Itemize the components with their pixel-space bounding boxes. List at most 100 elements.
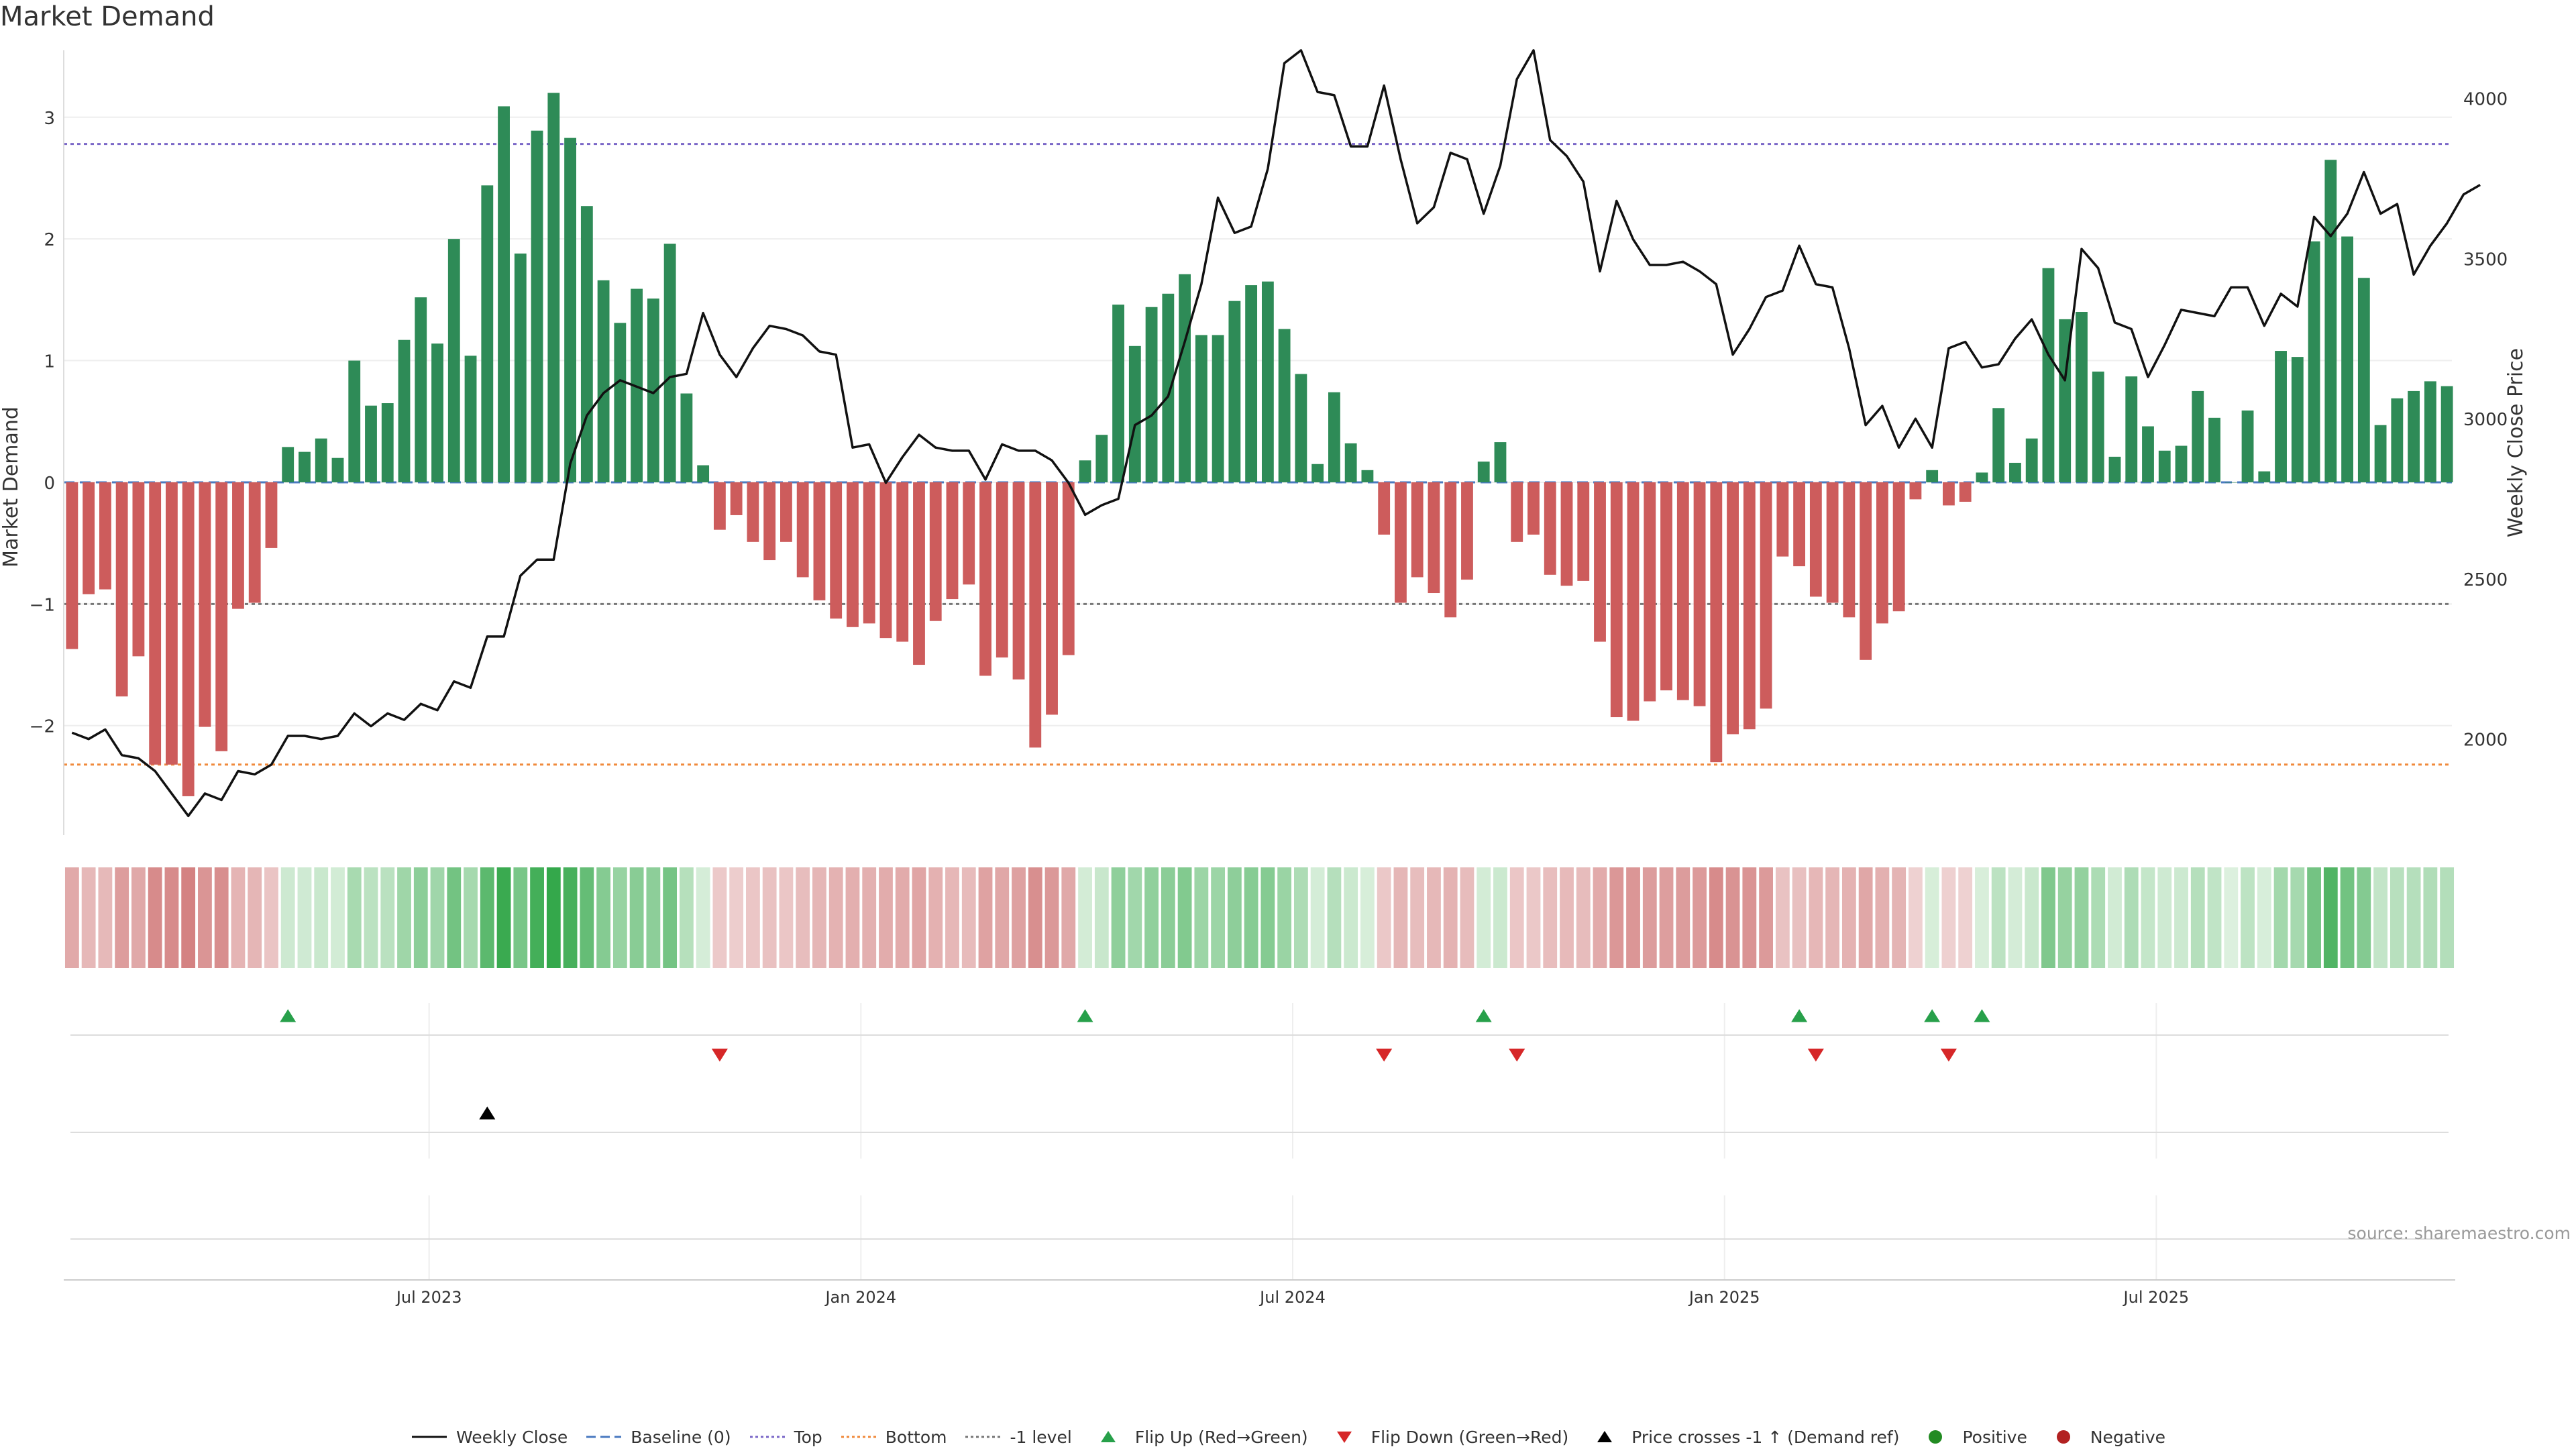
negative-bar	[1062, 482, 1075, 655]
heat-cell	[1659, 867, 1674, 968]
negative-bar	[1544, 482, 1556, 575]
negative-bar	[1012, 482, 1025, 680]
heat-cell	[1227, 867, 1242, 968]
x-tick-label: Jul 2025	[2123, 1288, 2190, 1307]
heat-cell	[1427, 867, 1441, 968]
positive-bar	[2108, 456, 2121, 482]
positive-bar	[1992, 408, 2005, 482]
negative-bar	[730, 482, 743, 515]
legend-label: Baseline (0)	[631, 1427, 731, 1447]
heat-cell	[2406, 867, 2421, 968]
negative-bar	[182, 482, 195, 796]
negative-bar	[1727, 482, 1739, 735]
negative-bar	[1029, 482, 1042, 748]
heat-cell	[198, 867, 212, 968]
legend-label: Weekly Close	[455, 1427, 568, 1447]
heat-cell	[2041, 867, 2055, 968]
y2-axis-label: Weekly Close Price	[2504, 348, 2528, 537]
positive-bar	[315, 438, 327, 482]
negative-bar	[796, 482, 809, 578]
negative-bar	[66, 482, 78, 649]
heat-cell	[2373, 867, 2387, 968]
heat-cell	[364, 867, 378, 968]
heat-cell	[1393, 867, 1408, 968]
positive-bar	[663, 244, 676, 482]
heat-cell	[1161, 867, 1175, 968]
positive-bar	[331, 458, 344, 482]
heat-cell	[480, 867, 494, 968]
positive-bar	[1295, 374, 1307, 482]
heat-cell	[297, 867, 312, 968]
heat-cell	[1941, 867, 1956, 968]
heat-cell	[181, 867, 196, 968]
heat-cell	[2357, 867, 2371, 968]
heat-cell	[1742, 867, 1757, 968]
heat-cell	[64, 867, 79, 968]
heat-cell	[961, 867, 976, 968]
heat-cell	[1609, 867, 1624, 968]
heat-cell	[1310, 867, 1325, 968]
heat-cell	[148, 867, 162, 968]
y2-tick-label: 2500	[2463, 570, 2508, 590]
positive-bar	[1361, 470, 1374, 482]
heat-cell	[1327, 867, 1342, 968]
heat-cell	[712, 867, 727, 968]
heat-cell	[1460, 867, 1474, 968]
negative-bar	[1511, 482, 1523, 542]
negative-bar	[1610, 482, 1623, 718]
flip-up-marker	[280, 1009, 297, 1022]
heat-cell	[1925, 867, 1939, 968]
negative-bar	[763, 482, 776, 561]
negative-bar	[863, 482, 875, 624]
legend-label: Top	[794, 1427, 822, 1447]
heat-cell	[2124, 867, 2139, 968]
flip-up-marker	[1974, 1009, 1990, 1022]
y-tick-label: 1	[44, 352, 55, 372]
positive-bar	[2324, 160, 2337, 482]
legend-label: Flip Up (Red→Green)	[1134, 1427, 1308, 1447]
positive-bar	[2341, 236, 2353, 482]
positive-bar	[431, 343, 443, 482]
legend-label: Price crosses -1 ↑ (Demand ref)	[1631, 1427, 1900, 1447]
heat-cell	[464, 867, 478, 968]
positive-bar	[647, 299, 659, 482]
positive-bar	[1162, 293, 1175, 482]
heat-cell	[580, 867, 594, 968]
heat-cell	[1377, 867, 1391, 968]
heat-cell	[1128, 867, 1142, 968]
negative-bar	[813, 482, 826, 600]
heat-cell	[1028, 867, 1042, 968]
negative-bar	[1676, 482, 1689, 700]
demand-heat-strip	[64, 867, 2455, 968]
heat-cell	[214, 867, 229, 968]
heat-cell	[1194, 867, 1209, 968]
negative-bar	[1046, 482, 1058, 715]
legend-item: Negative	[2045, 1428, 2165, 1447]
heat-cell	[1958, 867, 1973, 968]
heat-cell	[1975, 867, 1989, 968]
heat-cell	[1759, 867, 1773, 968]
positive-bar	[1095, 435, 1108, 482]
weekly-close-series	[71, 49, 2481, 818]
positive-bar	[2208, 417, 2220, 482]
positive-bar	[614, 323, 627, 482]
heat-cell	[779, 867, 794, 968]
heat-cell	[164, 867, 179, 968]
heat-cell	[1858, 867, 1873, 968]
heat-cell	[2174, 867, 2188, 968]
negative-bar	[1411, 482, 1424, 578]
heat-cell	[2008, 867, 2023, 968]
negative-bar	[132, 482, 145, 657]
negative-bar	[1710, 482, 1723, 763]
heat-cell	[1875, 867, 1890, 968]
heat-cell	[978, 867, 993, 968]
positive-bar	[2424, 381, 2436, 482]
heat-cell	[280, 867, 295, 968]
heat-cell	[1642, 867, 1657, 968]
legend-swatch-icon	[1336, 1432, 1352, 1443]
heat-cell	[81, 867, 96, 968]
heat-cell	[1277, 867, 1292, 968]
heat-cell	[2207, 867, 2222, 968]
legend-swatch-icon	[411, 1436, 447, 1438]
legend-swatch-icon	[2056, 1430, 2070, 1444]
